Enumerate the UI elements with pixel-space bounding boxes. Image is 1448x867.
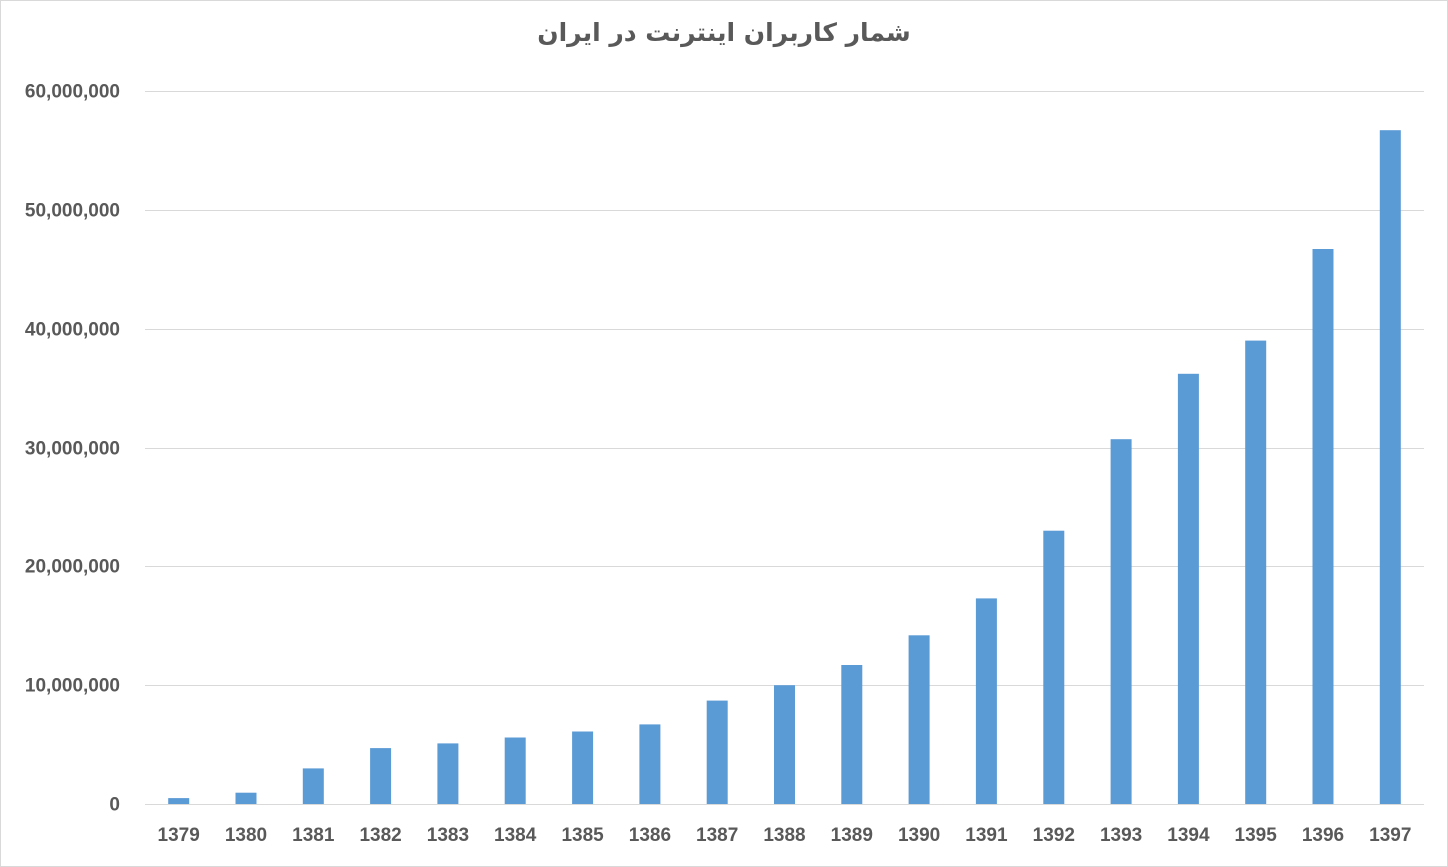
x-tick-label: 1382	[359, 825, 401, 846]
x-tick-label: 1393	[1100, 825, 1142, 846]
x-tick-label: 1397	[1369, 825, 1411, 846]
y-tick-label: 10,000,000	[25, 676, 120, 697]
x-tick-label: 1381	[292, 825, 335, 846]
bar-1380	[235, 792, 257, 804]
bars	[168, 130, 1401, 804]
bar-1386	[639, 724, 661, 804]
bar-1393	[1110, 439, 1132, 804]
x-axis-tick-labels: 1379 1380 1381 1382 1383 1384 1385 1386 1387 1388…	[158, 825, 1412, 846]
bar-1387	[706, 700, 728, 804]
chart-title: شمار کاربران اینترنت در ایران	[537, 18, 911, 47]
bar-1392	[1043, 530, 1065, 804]
x-tick-label: 1383	[427, 825, 469, 846]
x-tick-label: 1391	[965, 825, 1008, 846]
y-tick-label: 20,000,000	[25, 557, 120, 578]
y-tick-label: 50,000,000	[25, 201, 120, 222]
y-axis-tick-labels: 0 10,000,000 20,000,000 30,000,000 40,000,00…	[25, 82, 120, 816]
bar-1391	[975, 598, 997, 804]
bar-1385	[572, 731, 594, 804]
bar-1384	[504, 737, 526, 804]
bar-1390	[908, 635, 930, 804]
bar-1388	[774, 685, 795, 804]
x-tick-label: 1395	[1235, 825, 1278, 846]
bar-1395	[1245, 340, 1267, 804]
y-tick-label: 60,000,000	[25, 82, 120, 103]
bar-1396	[1312, 249, 1334, 804]
bar-1382	[370, 748, 392, 804]
x-tick-label: 1380	[225, 825, 267, 846]
gridlines	[145, 91, 1424, 805]
x-tick-label: 1392	[1033, 825, 1075, 846]
x-tick-label: 1396	[1302, 825, 1344, 846]
x-tick-label: 1390	[898, 825, 940, 846]
x-tick-label: 1379	[158, 825, 200, 846]
y-tick-label: 0	[109, 795, 120, 816]
x-tick-label: 1385	[561, 825, 604, 846]
bar-1381	[302, 768, 324, 804]
x-tick-label: 1386	[629, 825, 671, 846]
x-tick-label: 1394	[1167, 825, 1210, 846]
y-tick-label: 30,000,000	[25, 439, 120, 460]
bar-1389	[841, 665, 863, 804]
bar-1394	[1177, 373, 1199, 804]
bar-1397	[1379, 130, 1401, 804]
x-tick-label: 1387	[696, 825, 738, 846]
x-tick-label: 1388	[763, 825, 805, 846]
bar-1383	[437, 743, 459, 804]
x-tick-label: 1389	[831, 825, 873, 846]
y-tick-label: 40,000,000	[25, 320, 120, 341]
bar-1379	[168, 798, 190, 804]
x-tick-label: 1384	[494, 825, 537, 846]
